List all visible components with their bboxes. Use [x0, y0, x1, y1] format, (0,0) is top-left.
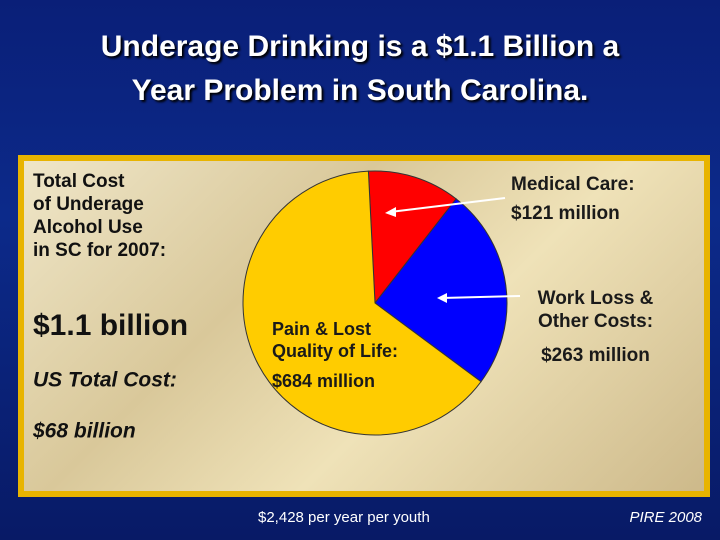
pie [242, 170, 508, 436]
slice-label: Medical Care: [511, 174, 635, 195]
slide-title: Year Problem in South Carolina. [132, 74, 589, 107]
arrow-head [437, 293, 447, 303]
arrow-head [385, 207, 396, 217]
value-label: $684 million [272, 371, 376, 391]
pie-slice [242, 170, 482, 436]
slice-label: Pain & Lost Quality of Life: [272, 319, 398, 361]
source: PIRE 2008 [629, 509, 702, 526]
us-label: US Total Cost: [33, 369, 177, 392]
footer: $2,428 per year per youth [258, 509, 430, 526]
slide-title: Underage Drinking is a $1.1 Billion a [101, 30, 620, 63]
leader-line [389, 197, 506, 213]
note-line: Total Cost [33, 171, 125, 192]
note-line: of Underage [33, 194, 144, 215]
value-label: $121 million [511, 203, 620, 224]
note-line: Alcohol Use [33, 217, 143, 238]
total: $1.1 billion [33, 309, 188, 342]
leader-line [441, 295, 521, 299]
note-line: in SC for 2007: [33, 240, 166, 261]
pie-slice [374, 198, 508, 383]
slice-label: Work Loss & Other Costs: [537, 288, 654, 332]
pie-slice [367, 170, 457, 305]
value-label: $263 million [541, 345, 650, 366]
us-total: $68 billion [32, 420, 136, 443]
